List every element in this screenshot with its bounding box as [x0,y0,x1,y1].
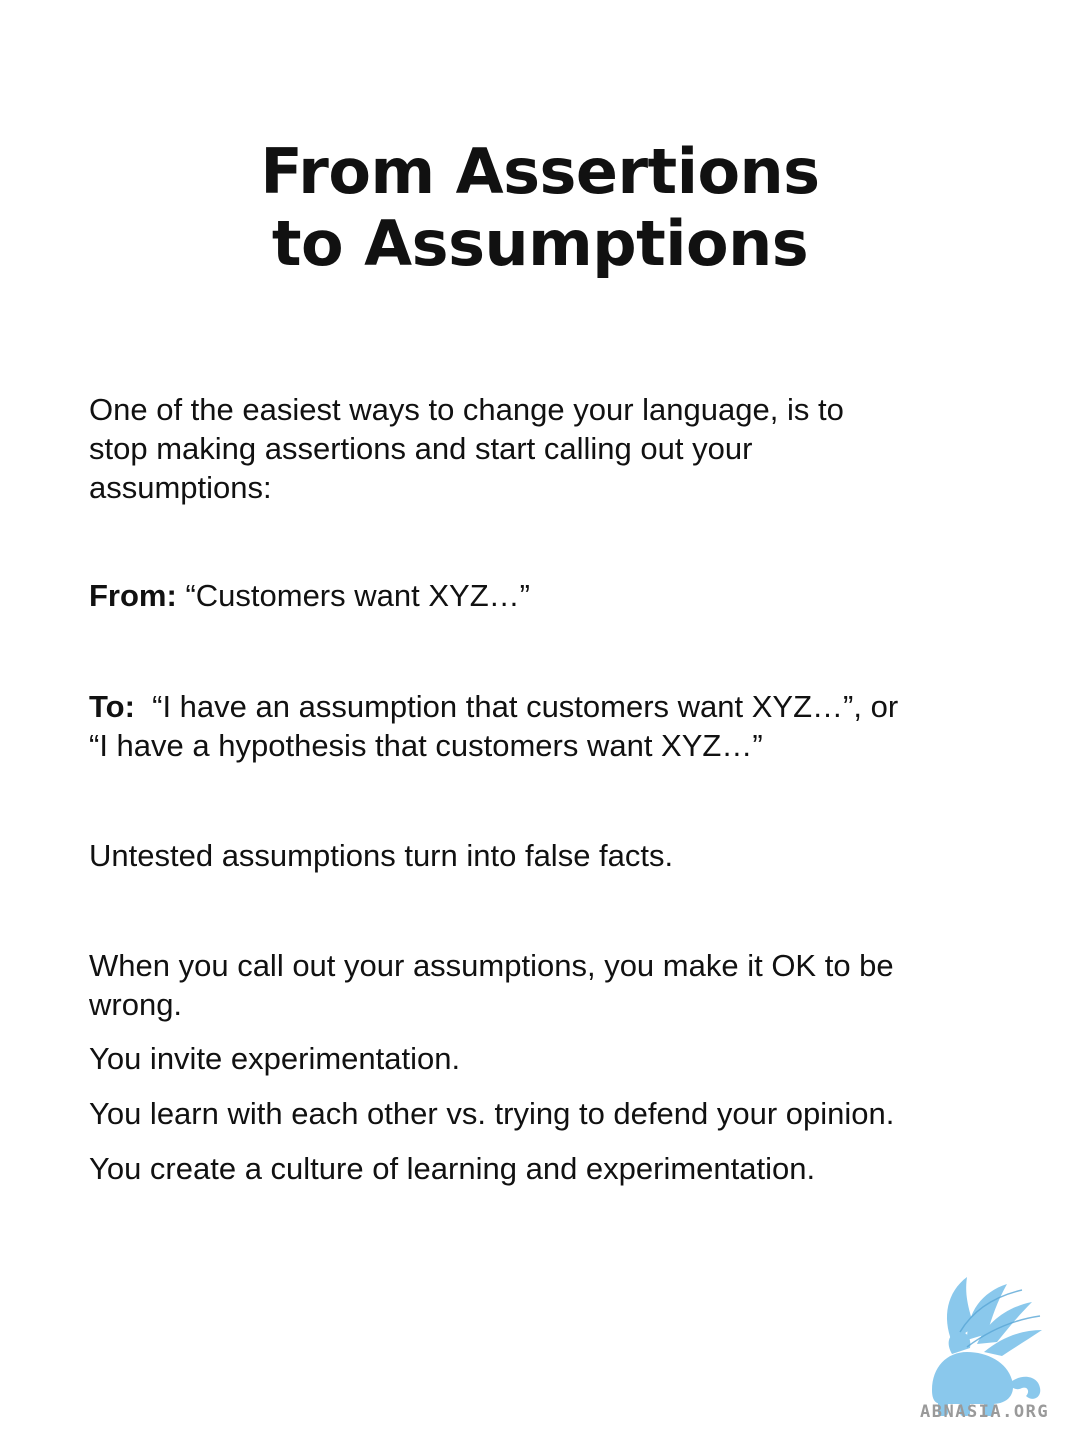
title-line-1: From Assertions [260,135,820,208]
griffin-logo-icon [932,1277,1042,1416]
benefit-item: You learn with each other vs. trying to … [89,1096,895,1131]
call-out-line-1: When you call out your assumptions, you … [89,948,894,983]
to-statement: To: “I have an assumption that customers… [89,687,1009,765]
page-title: From Assertions to Assumptions [0,136,1080,280]
call-out-paragraph: When you call out your assumptions, you … [89,946,1009,1024]
from-text: “Customers want XYZ…” [176,578,530,613]
intro-line-1: One of the easiest ways to change your l… [89,392,844,427]
watermark-text: ABNASIA.ORG [920,1402,1050,1422]
intro-line-2: stop making assertions and start calling… [89,431,753,466]
intro-line-3: assumptions: [89,470,272,505]
from-label: From: [89,578,177,613]
to-line-1: “I have an assumption that customers wan… [134,689,899,724]
untested-statement: Untested assumptions turn into false fac… [89,838,674,873]
from-statement: From: “Customers want XYZ…” [89,576,1009,615]
intro-paragraph: One of the easiest ways to change your l… [89,390,1009,507]
title-line-2: to Assumptions [271,207,809,280]
call-out-line-2: wrong. [89,987,183,1022]
benefit-item: You invite experimentation. [89,1041,461,1076]
to-label: To: [89,689,135,724]
to-line-2: “I have a hypothesis that customers want… [89,728,763,763]
benefit-item: You create a culture of learning and exp… [89,1151,816,1186]
